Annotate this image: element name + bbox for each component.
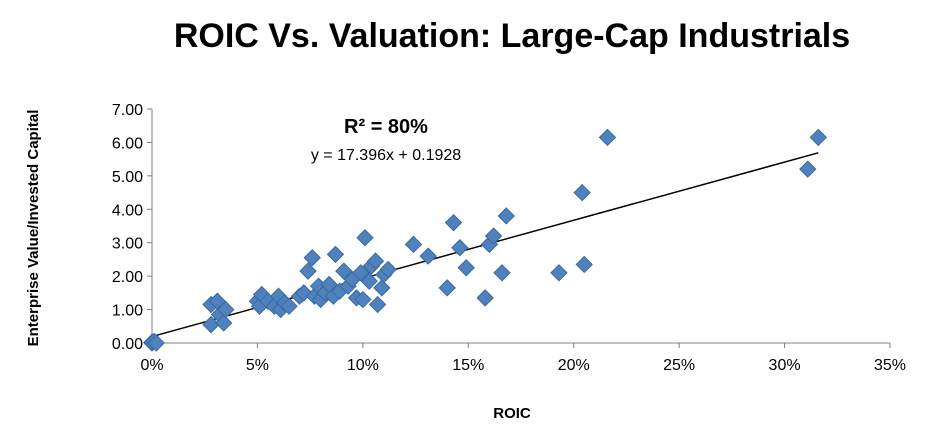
- y-tick-label: 4.00: [112, 202, 143, 219]
- data-point: [476, 289, 494, 307]
- data-point: [356, 228, 374, 247]
- data-point: [373, 279, 391, 297]
- data-point: [147, 334, 165, 352]
- data-point: [335, 262, 353, 280]
- trend-equation: y = 17.396x + 0.1928: [311, 147, 461, 164]
- data-point: [550, 264, 568, 282]
- x-tick-label: 35%: [874, 357, 906, 374]
- y-tick-label: 3.00: [112, 236, 143, 253]
- data-point: [799, 160, 817, 178]
- x-tick-label: 15%: [452, 357, 484, 374]
- data-point: [366, 252, 385, 270]
- data-point: [214, 314, 233, 332]
- data-point: [444, 213, 463, 232]
- data-point: [598, 128, 617, 147]
- y-axis-title: Enterprise Value/Invested Capital: [25, 110, 42, 347]
- y-tick-label: 5.00: [112, 169, 143, 186]
- y-tick-label: 6.00: [112, 135, 143, 152]
- y-tick-label: 0.00: [112, 336, 143, 353]
- data-point: [451, 239, 469, 257]
- y-tick-label: 2.00: [112, 269, 143, 286]
- x-tick-label: 30%: [769, 357, 801, 374]
- data-point: [493, 264, 511, 282]
- x-tick-label: 5%: [246, 357, 269, 374]
- data-point: [280, 297, 298, 315]
- data-point: [573, 183, 591, 202]
- r-squared-label: R² = 80%: [344, 116, 428, 138]
- chart-title: ROIC Vs. Valuation: Large-Cap Industrial…: [174, 17, 850, 55]
- data-point: [379, 260, 397, 279]
- x-tick-label: 20%: [558, 357, 590, 374]
- y-tick-label: 1.00: [112, 303, 143, 320]
- data-point: [575, 255, 593, 274]
- axes: 0.00 1.00 2.00 3.00 4.00 5.00 6.00 7.00 0% 5% 10% 1…: [112, 102, 906, 374]
- y-tick-label: 7.00: [112, 102, 143, 119]
- x-axis-title: ROIC: [493, 405, 531, 422]
- data-point: [457, 259, 475, 277]
- data-point: [438, 279, 456, 297]
- x-tick-label: 10%: [347, 357, 379, 374]
- x-tick-label: 25%: [663, 357, 695, 374]
- data-point: [404, 235, 423, 254]
- data-points: [143, 128, 828, 352]
- data-point: [352, 264, 370, 282]
- data-point: [326, 245, 345, 264]
- data-point: [354, 290, 372, 309]
- data-point: [497, 207, 515, 225]
- data-point: [360, 272, 378, 290]
- data-point: [484, 227, 503, 245]
- data-point: [419, 247, 437, 265]
- data-point: [217, 300, 235, 319]
- data-point: [809, 128, 828, 147]
- data-point: [299, 262, 317, 280]
- data-point: [303, 249, 321, 267]
- x-tick-label: 0%: [140, 357, 163, 374]
- data-point: [368, 295, 387, 314]
